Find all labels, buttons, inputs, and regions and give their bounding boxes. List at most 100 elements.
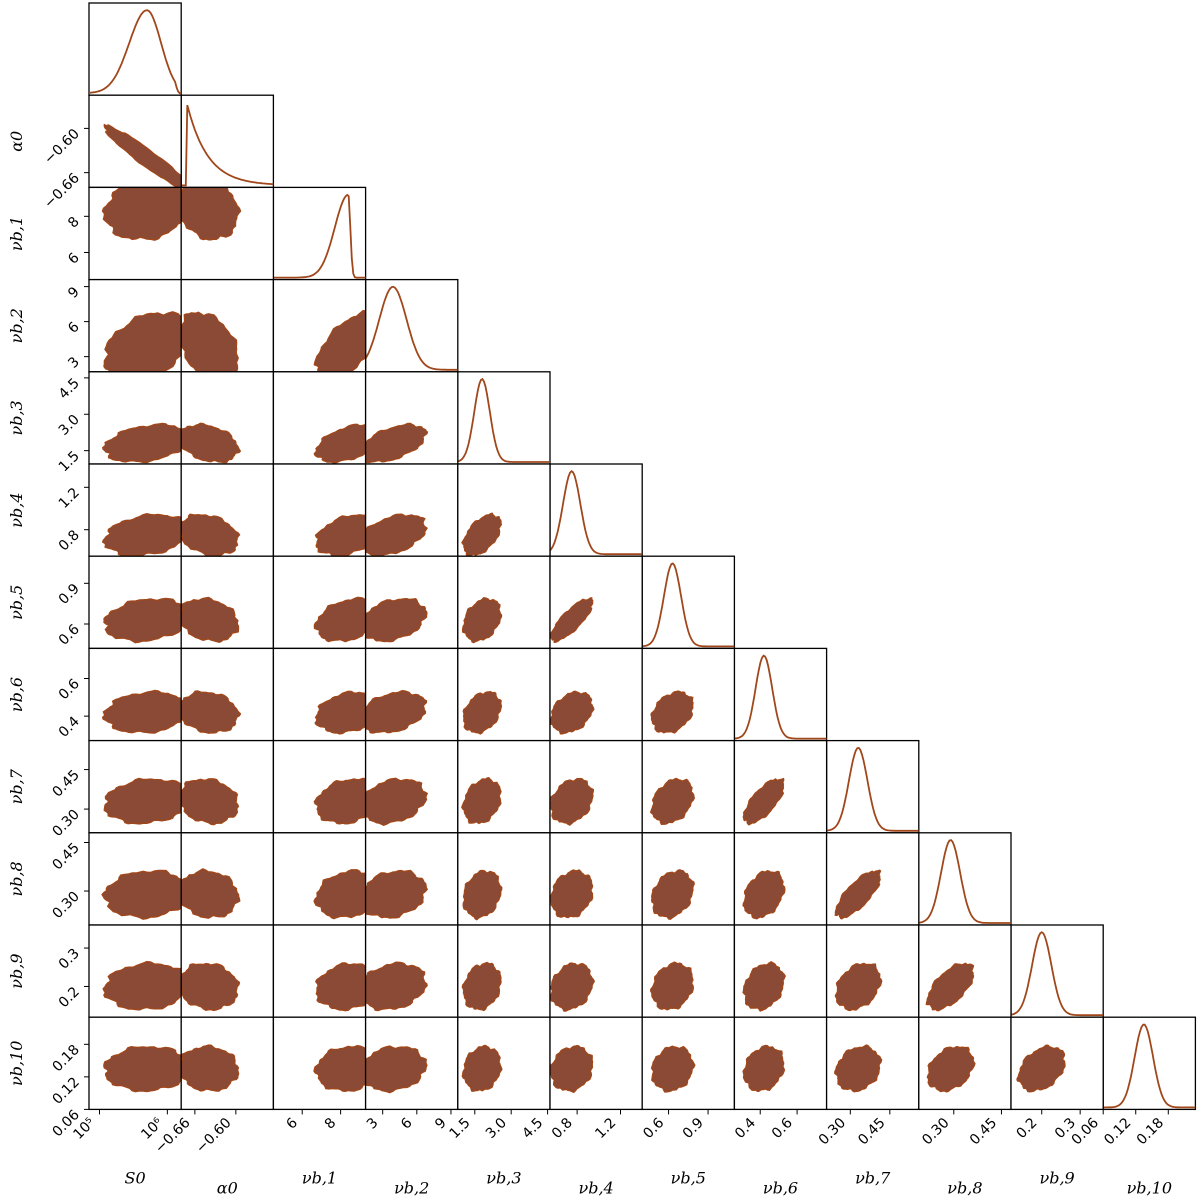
panel-frame <box>1010 1016 1104 1111</box>
contour-group-8-7 <box>742 777 785 826</box>
y-tick-label-nu_b5: 0.9 <box>56 581 83 608</box>
contour-group-2-1 <box>181 187 242 241</box>
x-tick-label-nu_b4: 1.2 <box>592 1115 619 1142</box>
contour-3sigma <box>181 187 242 241</box>
contour-3sigma <box>181 596 240 644</box>
contour-3sigma <box>834 869 882 920</box>
contour-group-7-1 <box>181 690 242 734</box>
contour-3sigma <box>103 597 182 644</box>
contour-3sigma <box>181 778 240 826</box>
y-tick-label-nu_b9: 0.3 <box>56 946 83 973</box>
x-tick-label-nu_b5: 0.9 <box>680 1115 707 1142</box>
y-axis-label-nu_b9: νb,9 <box>7 953 26 988</box>
x-axis-label-nu_b4: νb,4 <box>578 1178 613 1197</box>
marginal-curve-alpha_0 <box>181 104 274 187</box>
contour-3sigma <box>101 689 182 734</box>
contour-3sigma <box>650 690 694 734</box>
contour-3sigma <box>101 187 182 241</box>
x-tick-label-nu_b7: 0.45 <box>855 1115 888 1148</box>
contour-3sigma <box>461 512 503 557</box>
contour-3sigma <box>462 869 503 921</box>
contour-3sigma <box>650 869 695 920</box>
y-tick-label-nu_b6: 0.6 <box>56 676 83 703</box>
contour-group-11-1 <box>181 1044 240 1092</box>
diag-panel-nu_b2 <box>364 278 459 373</box>
contour-3sigma <box>102 422 182 464</box>
x-axis-label-nu_b5: νb,5 <box>671 1168 706 1187</box>
contour-3sigma <box>181 311 239 372</box>
diag-panel-S_0 <box>88 2 182 96</box>
contour-group-9-2 <box>313 869 366 920</box>
contour-group-3-0 <box>103 311 182 372</box>
contour-3sigma <box>101 869 182 920</box>
contour-group-2-0 <box>101 187 182 241</box>
contour-3sigma <box>313 423 366 464</box>
contour-group-6-5 <box>550 597 594 644</box>
marginal-curve-nu_b3 <box>457 377 550 463</box>
x-axis-label-S_0: S0 <box>125 1168 146 1187</box>
contour-group-9-6 <box>650 869 695 920</box>
contour-group-9-4 <box>462 869 503 921</box>
contour-group-11-8 <box>834 1044 883 1093</box>
y-tick-label-nu_b3: 4.5 <box>56 375 83 402</box>
x-tick-label-nu_b2: 3 <box>364 1115 382 1133</box>
contour-3sigma <box>742 1044 786 1093</box>
contour-3sigma <box>461 961 502 1012</box>
contour-3sigma <box>550 962 595 1012</box>
contour-3sigma <box>925 962 975 1012</box>
contour-3sigma <box>1016 1044 1066 1093</box>
contour-3sigma <box>365 961 428 1012</box>
contour-3sigma <box>550 597 594 644</box>
contour-group-8-3 <box>365 777 429 826</box>
contour-3sigma <box>181 690 242 734</box>
y-axis-label-nu_b3: νb,3 <box>7 400 26 435</box>
contour-3sigma <box>313 777 366 825</box>
diag-panel-nu_b10 <box>1102 1016 1197 1111</box>
contour-3sigma <box>313 869 366 920</box>
contour-group-6-3 <box>365 597 428 643</box>
y-tick-label-nu_b3: 1.5 <box>56 448 83 475</box>
contour-group-9-0 <box>101 869 182 920</box>
contour-group-11-10 <box>1016 1044 1066 1093</box>
y-axis-label-nu_b6: νb,6 <box>7 677 26 712</box>
x-tick-label-nu_b9: 0.2 <box>1014 1115 1041 1142</box>
y-axis-label-nu_b2: νb,2 <box>7 308 26 343</box>
contour-group-4-0 <box>102 422 182 464</box>
contour-3sigma <box>365 869 429 919</box>
contour-group-8-2 <box>313 777 366 825</box>
y-tick-label-nu_b8: 0.30 <box>49 889 82 922</box>
contour-3sigma <box>742 960 786 1012</box>
contour-group-10-9 <box>925 962 975 1012</box>
y-axis-label-nu_b7: νb,7 <box>7 768 26 804</box>
x-tick-label-nu_b7: 0.30 <box>816 1115 849 1148</box>
y-tick-label-nu_b10: 0.12 <box>49 1074 82 1107</box>
contour-group-8-5 <box>550 777 595 826</box>
contour-group-6-0 <box>103 597 182 644</box>
x-tick-label-nu_b5: 0.6 <box>640 1115 667 1142</box>
y-tick-label-nu_b9: 0.2 <box>56 984 83 1011</box>
contour-group-7-0 <box>101 689 182 734</box>
marginal-curve-S_0 <box>89 9 182 95</box>
contour-group-9-3 <box>365 869 429 919</box>
contour-3sigma <box>103 777 182 825</box>
y-tick-label-alpha_0: −0.66 <box>41 170 83 212</box>
contour-group-8-1 <box>181 778 240 826</box>
marginal-curve-nu_b10 <box>1103 1023 1196 1109</box>
diag-panel-nu_b4 <box>549 463 643 557</box>
contour-group-5-4 <box>461 512 503 557</box>
x-axis-label-nu_b8: νb,8 <box>947 1178 982 1197</box>
contour-3sigma <box>181 1044 240 1092</box>
contour-group-1-0 <box>103 123 182 188</box>
marginal-curve-nu_b7 <box>826 747 919 832</box>
contour-group-8-4 <box>461 777 502 825</box>
contour-group-6-2 <box>313 596 366 643</box>
contour-3sigma <box>181 422 242 464</box>
contour-3sigma <box>365 1045 428 1094</box>
contour-3sigma <box>103 1045 182 1093</box>
x-axis-label-nu_b7: νb,7 <box>855 1168 891 1187</box>
contour-3sigma <box>650 961 695 1011</box>
contour-group-10-8 <box>834 962 883 1012</box>
contour-group-11-4 <box>461 1044 503 1092</box>
contour-3sigma <box>834 1044 883 1093</box>
